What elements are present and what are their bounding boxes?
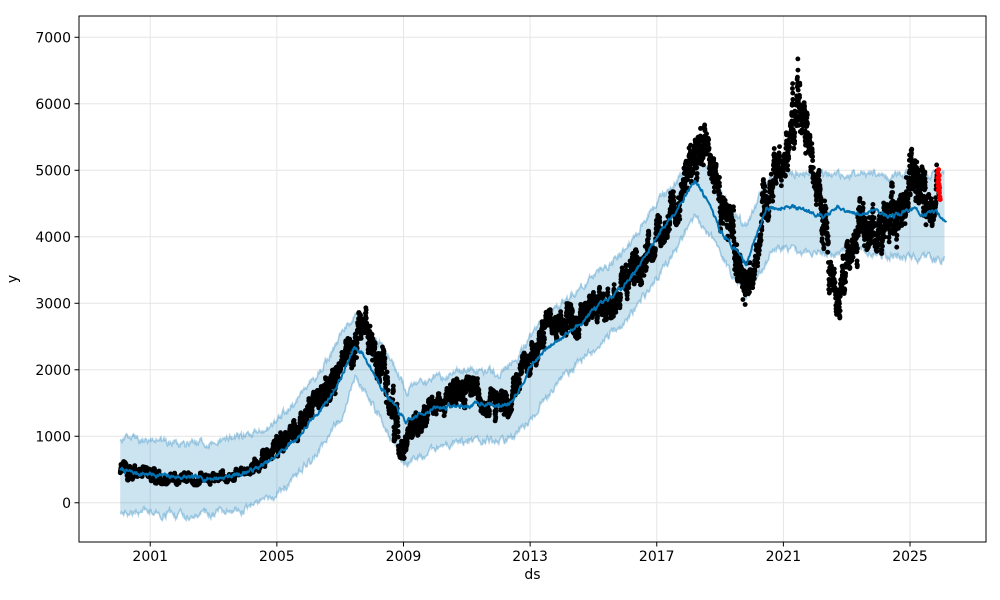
x-tick-label: 2005 — [259, 549, 295, 565]
y-tick-label: 3000 — [35, 296, 71, 312]
axes-layer — [74, 15, 987, 547]
y-tick-label: 1000 — [35, 429, 71, 445]
tick-labels: 2001 2005 2009 2013 2017 2021 2025 0 1000 2000 300… — [35, 30, 927, 565]
x-tick-label: 2021 — [766, 549, 802, 565]
x-tick-label: 2001 — [132, 549, 168, 565]
y-tick-label: 5000 — [35, 163, 71, 179]
uncertainty-band-upper-edge — [119, 151, 945, 451]
x-tick-label: 2013 — [512, 549, 548, 565]
forecast-line-path — [119, 179, 948, 483]
y-tick-label: 2000 — [35, 363, 71, 379]
y-tick-label: 4000 — [35, 230, 71, 246]
grid-layer — [79, 16, 986, 542]
recent-actual-points — [935, 167, 943, 202]
x-tick-label: 2017 — [639, 549, 675, 565]
uncertainty-band-lower-edge — [119, 213, 946, 523]
y-tick-label: 6000 — [35, 97, 71, 113]
y-axis-label: y — [5, 275, 21, 283]
y-tick-label: 7000 — [35, 30, 71, 46]
recent-actual-points-path — [935, 167, 943, 202]
x-axis-label: ds — [524, 567, 540, 583]
x-tick-label: 2025 — [892, 549, 928, 565]
forecast-line — [119, 179, 948, 483]
x-tick-label: 2009 — [386, 549, 422, 565]
y-tick-label: 0 — [62, 496, 71, 512]
